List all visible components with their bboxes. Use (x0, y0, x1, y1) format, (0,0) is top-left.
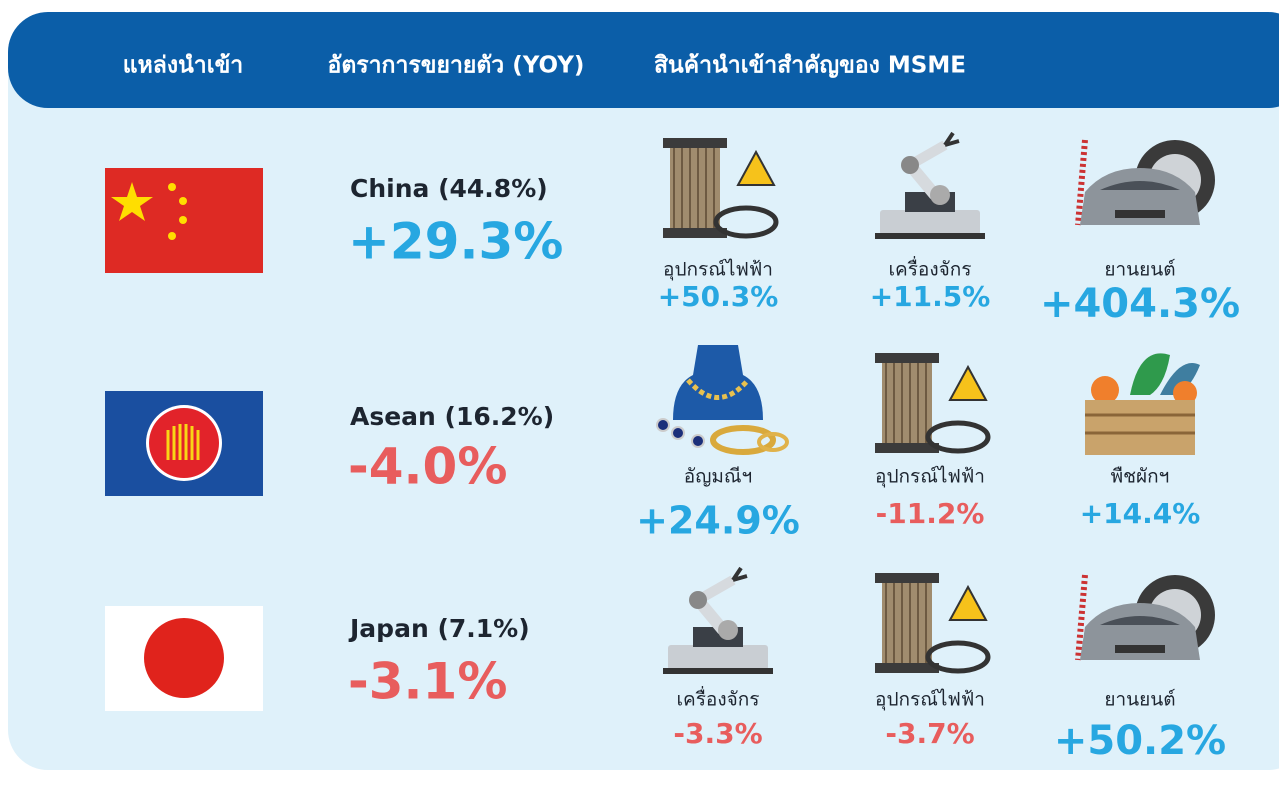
header-products: สินค้านำเข้าสำคัญของ MSME (654, 53, 966, 79)
product-name: อุปกรณ์ไฟฟ้า (875, 689, 985, 712)
source-growth: -4.0% (348, 438, 507, 496)
product-growth: -11.2% (876, 497, 985, 530)
product-growth: -3.3% (673, 717, 762, 750)
header-source: แหล่งนำเข้า (123, 53, 243, 79)
product-name: อัญมณีฯ (684, 466, 752, 488)
robot-joint2 (930, 185, 950, 205)
product-growth: +50.3% (658, 280, 779, 313)
coil-body (670, 145, 720, 230)
product-growth: +24.9% (636, 499, 800, 543)
product-name: ยานยนต์ (1104, 259, 1175, 281)
gem (672, 427, 684, 439)
source-label: Asean (16.2%) (350, 402, 554, 431)
source-label: Japan (7.1%) (348, 614, 530, 643)
product-name: เครื่องจักร (677, 686, 760, 711)
robot-base (668, 645, 768, 670)
coil-top (875, 573, 939, 583)
flag-china (105, 168, 263, 273)
coil-body (882, 580, 932, 665)
flag-japan (105, 606, 263, 711)
page: แหล่งนำเข้า อัตราการขยายตัว (YOY) สินค้า… (0, 0, 1279, 786)
coil-top (663, 138, 727, 148)
product-growth: +50.2% (1054, 718, 1226, 764)
product-name: เครื่องจักร (889, 256, 972, 281)
orange (1091, 376, 1119, 404)
robot-plate (875, 233, 985, 239)
robot-joint (689, 591, 707, 609)
robot-joint2 (718, 620, 738, 640)
source-label: China (44.8%) (350, 174, 548, 203)
product-growth: +404.3% (1040, 281, 1240, 327)
infographic: แหล่งนำเข้า อัตราการขยายตัว (YOY) สินค้า… (0, 0, 1279, 786)
product-name: อุปกรณ์ไฟฟ้า (663, 259, 773, 282)
gem (692, 435, 704, 447)
grille (1115, 210, 1165, 218)
gem (657, 419, 669, 431)
product-growth: +14.4% (1080, 497, 1201, 530)
grille (1115, 645, 1165, 653)
header-growth: อัตราการขยายตัว (YOY) (328, 53, 585, 79)
robot-base (880, 210, 980, 235)
source-growth: -3.1% (348, 653, 507, 711)
robot-plate (663, 668, 773, 674)
coil-top (875, 353, 939, 363)
product-name: อุปกรณ์ไฟฟ้า (875, 466, 985, 489)
crate (1085, 400, 1195, 455)
product-growth: -3.7% (885, 717, 974, 750)
product-name: ยานยนต์ (1104, 689, 1175, 711)
product-growth: +11.5% (870, 280, 991, 313)
robot-joint (901, 156, 919, 174)
product-name: พืชผักฯ (1111, 466, 1170, 488)
source-growth: +29.3% (348, 213, 563, 271)
flag-asean (105, 391, 263, 496)
coil-body (882, 360, 932, 445)
